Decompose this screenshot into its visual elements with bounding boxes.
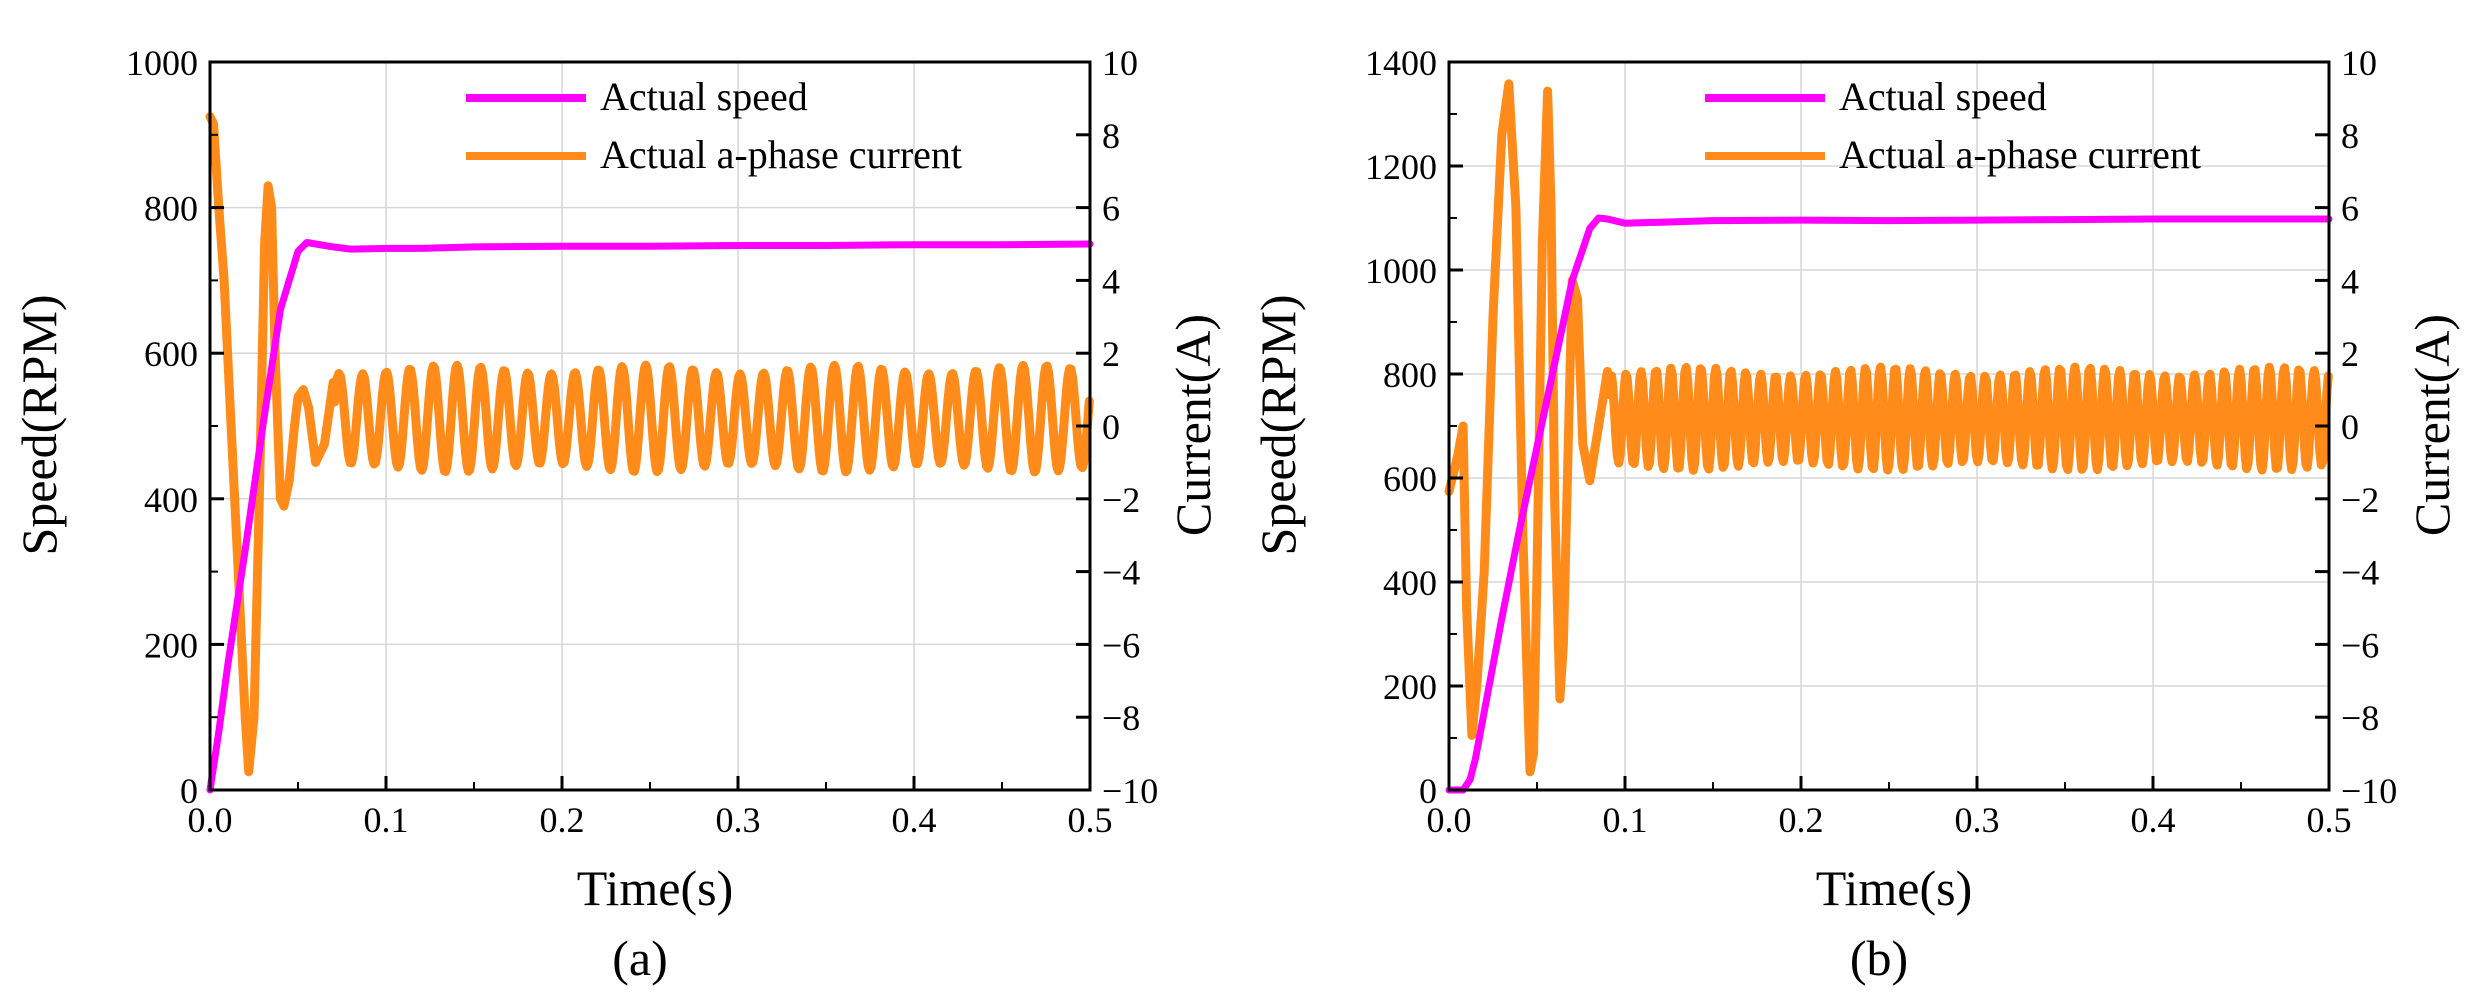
series-line-speed-a [206, 239, 1094, 794]
y-tick-label: 1200 [1365, 147, 1437, 187]
legend-b: Actual speed Actual a-phase current [1705, 74, 2201, 177]
y-tick-label: 400 [144, 480, 198, 520]
y2-tick-label: −6 [2341, 625, 2379, 665]
y2-tick-label: 8 [1102, 116, 1120, 156]
y2-tick-label: 0 [2341, 407, 2359, 447]
legend-a: Actual speed Actual a-phase current [466, 74, 962, 177]
x-axis-title-a: Time(s) [577, 860, 734, 916]
legend-label-current-b: Actual a-phase current [1839, 132, 2201, 177]
chart-b: 0.0 0.1 0.2 0.3 0.4 0.5 0 200 400 600 800 1000 1200 1… [1250, 43, 2460, 986]
y2-tick-label: 10 [2341, 43, 2377, 83]
ticks-b: 0.0 0.1 0.2 0.3 0.4 0.5 0 200 400 600 800 1000 1200 1… [1365, 43, 2397, 840]
y2-tick-label: −2 [1102, 480, 1140, 520]
y-axis-title-a: Speed(RPM) [11, 294, 67, 555]
y2-axis-title-a: Current(A) [1165, 314, 1221, 536]
panel-label-a: (a) [612, 930, 668, 986]
y2-tick-label: −2 [2341, 480, 2379, 520]
y-tick-label: 800 [1383, 355, 1437, 395]
y2-tick-label: −6 [1102, 625, 1140, 665]
legend-label-speed-a: Actual speed [600, 74, 808, 119]
y2-tick-label: 6 [1102, 189, 1120, 229]
y2-tick-label: −4 [1102, 553, 1140, 593]
y-tick-label: 200 [1383, 667, 1437, 707]
y2-tick-label: 0 [1102, 407, 1120, 447]
x-tick-label: 0.0 [1427, 800, 1472, 840]
x-tick-label: 0.3 [1955, 800, 2000, 840]
x-tick-label: 0.5 [2307, 800, 2352, 840]
x-tick-label: 0.1 [364, 800, 409, 840]
y2-tick-label: −10 [2341, 771, 2397, 811]
chart-a: 0.0 0.1 0.2 0.3 0.4 0.5 0 200 400 600 800 1000 −10 −8… [11, 43, 1221, 986]
y2-tick-label: −8 [2341, 698, 2379, 738]
y-tick-label: 200 [144, 625, 198, 665]
y-tick-label: 0 [1419, 771, 1437, 811]
x-tick-label: 0.1 [1603, 800, 1648, 840]
x-tick-label: 0.4 [2131, 800, 2176, 840]
legend-label-current-a: Actual a-phase current [600, 132, 962, 177]
series-line-current-a [205, 112, 1094, 777]
y-axis-title-b: Speed(RPM) [1250, 294, 1306, 555]
y-tick-label: 600 [144, 334, 198, 374]
y2-tick-label: 10 [1102, 43, 1138, 83]
y2-tick-label: −8 [1102, 698, 1140, 738]
x-axis-title-b: Time(s) [1816, 860, 1973, 916]
x-tick-label: 0.2 [540, 800, 585, 840]
series-layer-b [1444, 79, 2333, 794]
y2-tick-label: −4 [2341, 553, 2379, 593]
y2-axis-title-b: Current(A) [2404, 314, 2460, 536]
x-tick-label: 0.4 [892, 800, 937, 840]
x-tick-label: 0.2 [1779, 800, 1824, 840]
y-tick-label: 800 [144, 189, 198, 229]
panel-label-b: (b) [1850, 930, 1908, 986]
y2-tick-label: 4 [2341, 261, 2359, 301]
y-tick-label: 1400 [1365, 43, 1437, 83]
y-tick-label: 1000 [1365, 251, 1437, 291]
series-line-speed-b [1445, 214, 2333, 794]
x-tick-label: 0.3 [716, 800, 761, 840]
x-tick-label: 0.5 [1068, 800, 1113, 840]
ticks-a: 0.0 0.1 0.2 0.3 0.4 0.5 0 200 400 600 800 1000 −10 −8… [126, 43, 1158, 840]
x-tick-label: 0.0 [188, 800, 233, 840]
y2-tick-label: 2 [2341, 334, 2359, 374]
series-line-current-b [1444, 79, 2333, 777]
y-tick-label: 600 [1383, 459, 1437, 499]
y2-tick-label: 6 [2341, 189, 2359, 229]
y-tick-label: 400 [1383, 563, 1437, 603]
y-tick-label: 1000 [126, 43, 198, 83]
y2-tick-label: 2 [1102, 334, 1120, 374]
y-tick-label: 0 [180, 771, 198, 811]
legend-label-speed-b: Actual speed [1839, 74, 2047, 119]
series-layer-a [205, 112, 1094, 794]
y2-tick-label: 4 [1102, 261, 1120, 301]
y2-tick-label: −10 [1102, 771, 1158, 811]
y2-tick-label: 8 [2341, 116, 2359, 156]
